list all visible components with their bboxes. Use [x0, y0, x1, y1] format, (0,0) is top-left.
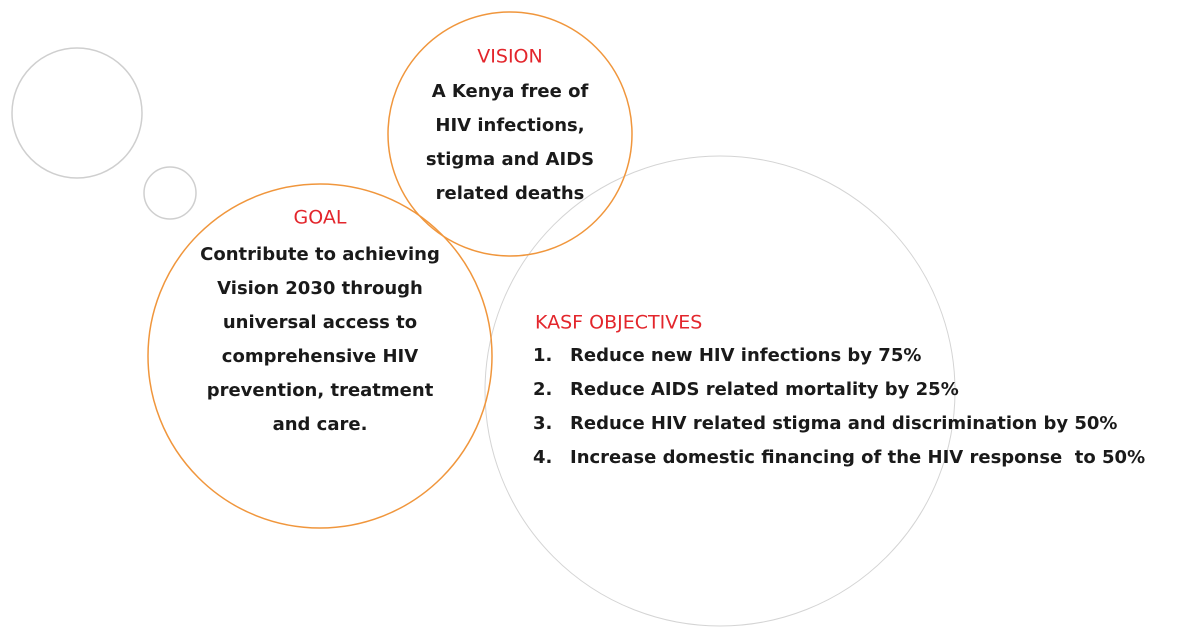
objective-text: Reduce new HIV infections by 75%	[570, 345, 921, 366]
objective-number: 4.	[533, 447, 552, 468]
objective-text: Reduce AIDS related mortality by 25%	[570, 379, 959, 400]
goal-text: and care.	[273, 414, 368, 435]
objective-number: 1.	[533, 345, 552, 366]
objectives-circle	[484, 155, 956, 627]
goal-text: prevention, treatment	[207, 380, 434, 401]
objective-number: 2.	[533, 379, 552, 400]
goal-text: Vision 2030 through	[217, 278, 423, 299]
vision-title: VISION	[477, 46, 542, 68]
vision-circle	[387, 11, 633, 257]
goal-text: universal access to	[223, 312, 417, 333]
goal-text: comprehensive HIV	[222, 346, 418, 367]
goal-circle	[147, 183, 493, 529]
decor-circle	[143, 166, 197, 220]
vision-text: A Kenya free of	[432, 81, 589, 102]
objective-number: 3.	[533, 413, 552, 434]
vision-text: HIV infections,	[435, 115, 584, 136]
decor-circle	[11, 47, 143, 179]
objective-text: Increase domestic financing of the HIV r…	[570, 447, 1145, 468]
goal-text: Contribute to achieving	[200, 244, 440, 265]
vision-text: related deaths	[436, 183, 585, 204]
vision-text: stigma and AIDS	[426, 149, 594, 170]
goal-title: GOAL	[294, 207, 347, 229]
objectives-title: KASF OBJECTIVES	[535, 312, 702, 334]
objective-text: Reduce HIV related stigma and discrimina…	[570, 413, 1117, 434]
